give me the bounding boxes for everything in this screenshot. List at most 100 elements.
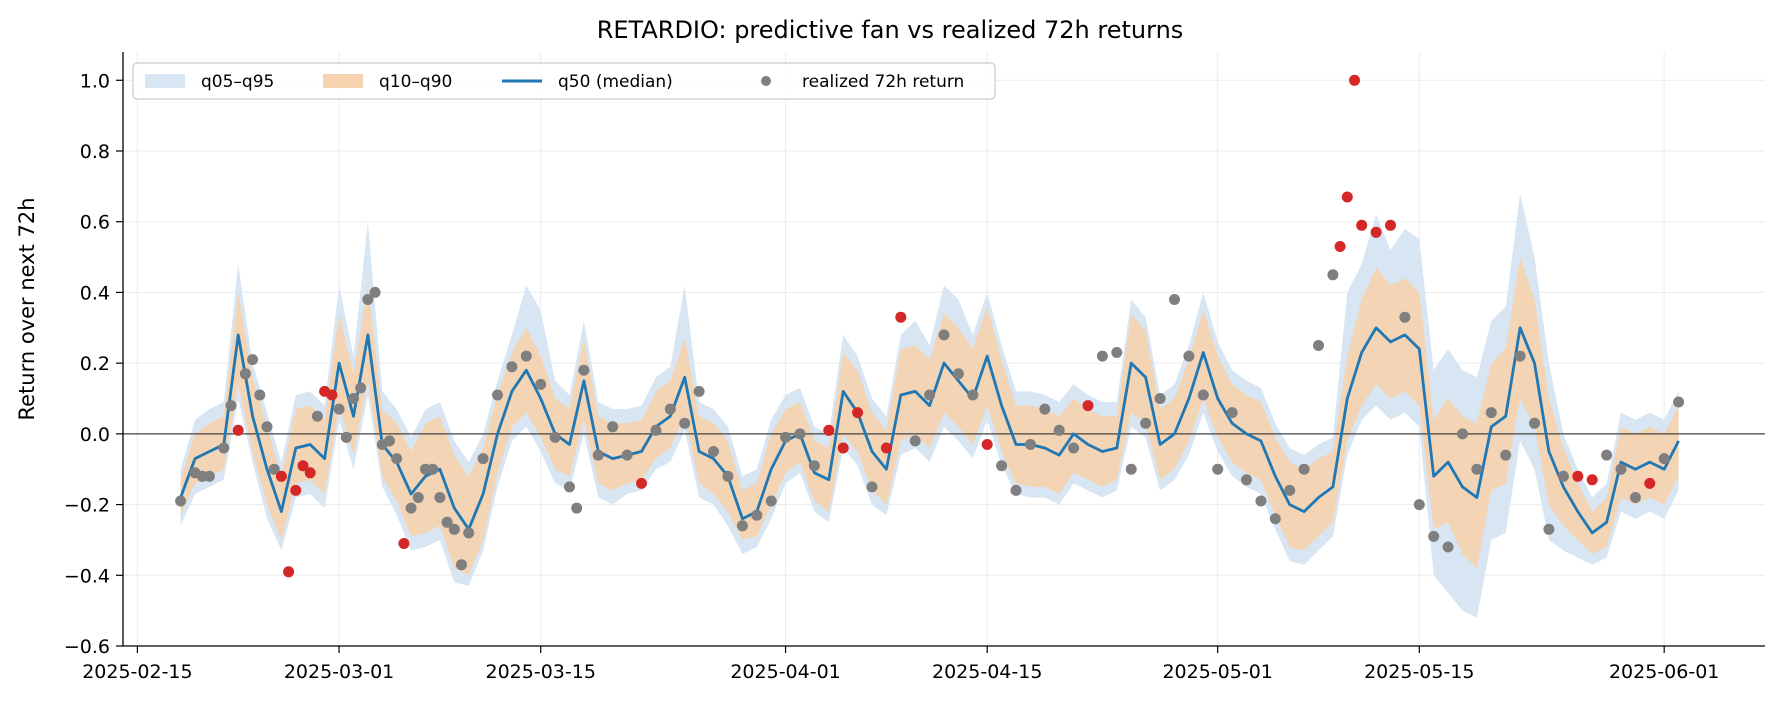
realized-point (1601, 449, 1613, 461)
legend-swatch (323, 74, 363, 88)
x-tick-label: 2025-05-15 (1364, 661, 1474, 683)
realized-point (304, 467, 316, 479)
realized-point (1313, 340, 1324, 351)
realized-point (1385, 219, 1396, 231)
realized-point (1111, 347, 1123, 358)
y-tick-label: −0.4 (64, 565, 110, 587)
realized-point (1241, 474, 1252, 486)
legend-swatch (145, 74, 185, 88)
realized-point (412, 492, 424, 503)
realized-point (852, 407, 864, 419)
realized-point (549, 431, 561, 443)
x-tick-label: 2025-03-15 (485, 661, 595, 683)
realized-point (1399, 311, 1411, 323)
realized-point (1442, 541, 1454, 553)
realized-point (203, 470, 215, 482)
realized-point (1125, 463, 1137, 475)
legend-frame (132, 62, 996, 100)
y-tick-label: 0.0 (80, 424, 110, 446)
realized-point (780, 431, 792, 443)
realized-point (1226, 407, 1238, 419)
legend-label: realized 72h return (802, 72, 964, 92)
chart-title: RETARDIO: predictive fan vs realized 72h… (597, 16, 1184, 44)
realized-point (290, 484, 302, 496)
realized-point (340, 431, 352, 443)
realized-point (1586, 474, 1598, 486)
y-axis-ticks: −0.6 −0.4 −0.2 0.0 0.2 0.4 0.6 0.8 1.0 (64, 70, 123, 658)
band-q10-q90 (180, 257, 1679, 576)
realized-point (333, 403, 345, 415)
realized-point (1485, 407, 1497, 419)
realized-point (571, 502, 583, 514)
y-tick-label: 0.6 (80, 212, 110, 234)
realized-point (1543, 523, 1555, 535)
y-tick-label: −0.2 (64, 495, 110, 517)
realized-point (1334, 241, 1346, 252)
realized-point (398, 538, 410, 549)
realized-point (1341, 191, 1353, 203)
legend-label: q50 (median) (558, 72, 673, 92)
x-tick-label: 2025-04-15 (932, 661, 1042, 683)
realized-point (765, 495, 777, 507)
realized-point (535, 378, 547, 390)
realized-point (722, 470, 734, 482)
x-tick-label: 2025-03-01 (284, 661, 394, 683)
realized-point (736, 520, 748, 532)
realized-point (391, 453, 403, 465)
realized-point (218, 442, 230, 454)
realized-point (348, 393, 359, 404)
realized-point (362, 294, 374, 305)
realized-point (434, 492, 446, 503)
y-tick-label: 1.0 (80, 70, 110, 92)
realized-point (564, 481, 575, 493)
realized-point (823, 424, 835, 436)
y-tick-label: 0.4 (80, 282, 110, 304)
realized-point (1428, 530, 1440, 542)
realized-point (1349, 74, 1360, 86)
x-tick-label: 2025-05-01 (1162, 661, 1272, 683)
realized-point (938, 329, 950, 341)
realized-point (1370, 226, 1382, 238)
realized-point (1673, 396, 1685, 408)
x-axis-ticks: 2025-02-15 2025-03-01 2025-03-15 2025-04-01… (82, 646, 1719, 683)
realized-point (880, 442, 892, 454)
realized-point (679, 417, 691, 429)
realized-point (592, 449, 604, 461)
legend-label: q10–q90 (379, 72, 452, 92)
realized-point (1529, 417, 1540, 429)
realized-point (1154, 393, 1166, 404)
realized-point (895, 311, 907, 323)
realized-point (578, 364, 590, 376)
realized-point (355, 382, 367, 394)
realized-point (909, 435, 921, 447)
realized-point (239, 368, 251, 380)
realized-point (456, 559, 467, 571)
x-tick-label: 2025-02-15 (82, 661, 192, 683)
realized-point (1197, 389, 1209, 401)
realized-point (981, 439, 993, 450)
realized-point (1500, 449, 1512, 461)
y-tick-label: −0.6 (64, 636, 110, 658)
realized-point (232, 424, 244, 436)
realized-point (967, 389, 979, 401)
realized-point (808, 460, 820, 472)
realized-points (175, 74, 1685, 578)
realized-point (268, 463, 280, 475)
realized-point (996, 460, 1008, 472)
realized-point (1471, 463, 1483, 475)
realized-point (664, 403, 676, 415)
legend-label: q05–q95 (201, 72, 274, 92)
realized-point (311, 410, 323, 422)
realized-point (275, 470, 287, 482)
realized-point (924, 389, 936, 401)
realized-point (650, 424, 662, 436)
realized-point (621, 449, 633, 461)
realized-point (1514, 350, 1526, 362)
realized-point (1053, 424, 1065, 436)
realized-point (1572, 470, 1584, 482)
realized-point (297, 460, 309, 472)
realized-point (1096, 350, 1108, 362)
y-tick-label: 0.8 (80, 141, 110, 163)
realized-point (369, 286, 381, 298)
realized-point (492, 389, 503, 401)
